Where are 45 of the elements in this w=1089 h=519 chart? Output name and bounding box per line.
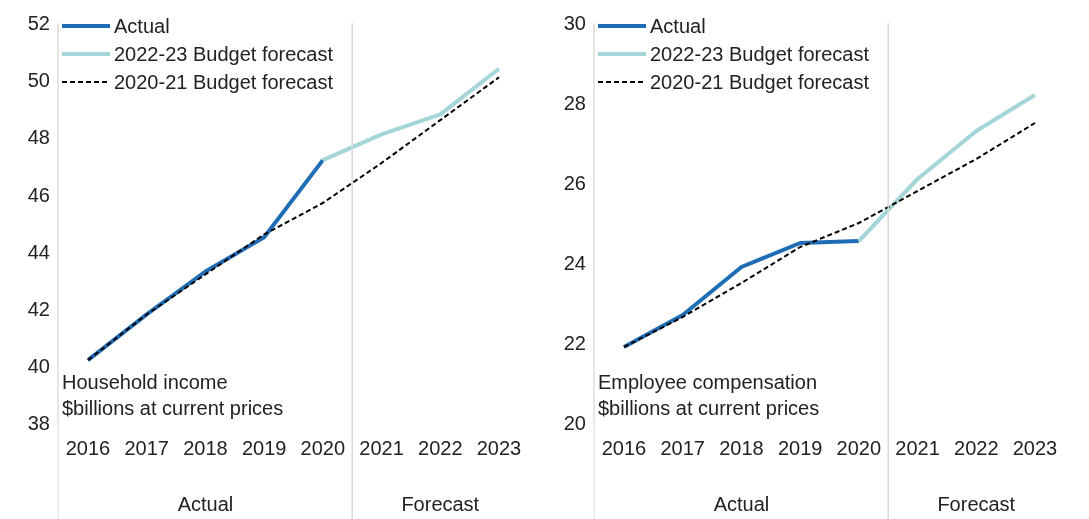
- x-tick-label: 2021: [359, 437, 404, 460]
- y-tick-label: 44: [27, 240, 50, 263]
- x-tick-label: 2017: [124, 437, 169, 460]
- x-tick-label: 2018: [719, 437, 764, 460]
- x-tick-label: 2021: [895, 437, 940, 460]
- x-tick-label: 2023: [1012, 437, 1058, 460]
- y-tick-label: 48: [27, 126, 50, 149]
- y-tick-label: 52: [27, 12, 50, 35]
- x-tick-label: 2016: [65, 437, 111, 460]
- y-tick-label: 38: [27, 412, 50, 435]
- text: Forecast: [401, 493, 480, 515]
- y-tick-label: 22: [563, 332, 586, 355]
- y-axis-title: Employee compensation $billions at current prices: [598, 371, 820, 419]
- y-tick-label: 46: [27, 183, 50, 206]
- y-tick-label: 42: [27, 297, 50, 320]
- x-tick-label: 2018: [183, 437, 228, 460]
- legend-label: 2020-21 Budget forecast: [650, 70, 870, 95]
- x-tick-label: 2023: [476, 437, 522, 460]
- x-tick-label: 2019: [777, 437, 823, 460]
- line-series: [623, 122, 1036, 348]
- y-tick-label: 40: [27, 354, 50, 377]
- x-tick-label: 2022: [418, 437, 463, 460]
- x-tick-label: 2022: [954, 437, 999, 460]
- legend-label: Actual: [114, 14, 170, 39]
- y-tick-label: 30: [563, 12, 586, 35]
- y-tick-label: 28: [563, 92, 586, 115]
- text: Forecast: [937, 493, 1016, 515]
- line-series: [87, 76, 500, 362]
- y-tick-label: 50: [27, 69, 50, 92]
- x-tick-label: 2020: [836, 437, 882, 460]
- legend-label: Actual: [650, 14, 706, 39]
- y-tick-label: 26: [563, 172, 586, 195]
- line-series: [856, 93, 1037, 243]
- x-tick-label: 2020: [300, 437, 346, 460]
- legend-label: 2022-23 Budget forecast: [114, 42, 334, 67]
- x-tick-label: 2019: [241, 437, 287, 460]
- x-tick-label: 2017: [660, 437, 705, 460]
- text: Actual: [177, 493, 234, 515]
- x-tick-label: 2016: [601, 437, 647, 460]
- y-tick-label: 24: [563, 252, 586, 275]
- y-axis-title: Household income $billions at current prices: [62, 371, 284, 419]
- text: Actual: [713, 493, 770, 515]
- y-tick-label: 20: [563, 412, 586, 435]
- legend-label: 2022-23 Budget forecast: [650, 42, 870, 67]
- legend-label: 2020-21 Budget forecast: [114, 70, 334, 95]
